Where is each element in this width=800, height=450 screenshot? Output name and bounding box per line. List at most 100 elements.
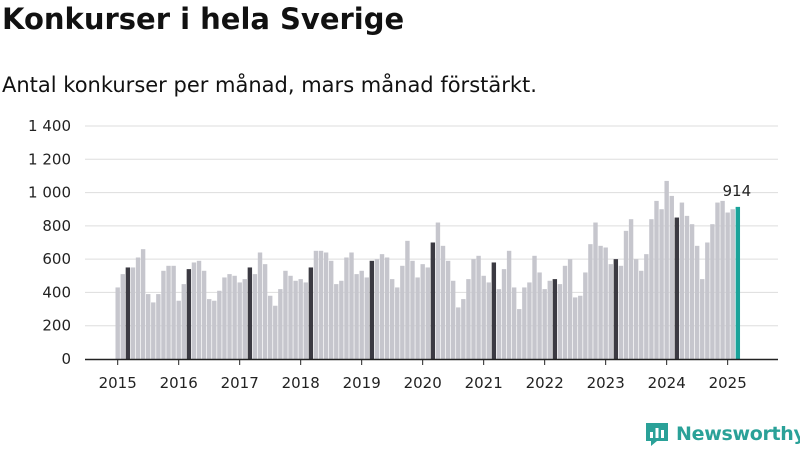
x-axis-tick-labels: 2015 2016 2017 2018 2019 2020 2021 2022 2023 2024… bbox=[99, 374, 747, 392]
bar bbox=[237, 282, 242, 359]
bar bbox=[440, 245, 446, 359]
bar bbox=[618, 265, 624, 359]
bar bbox=[639, 270, 644, 359]
bar bbox=[318, 250, 324, 359]
bar bbox=[430, 242, 436, 359]
y-tick-label: 1 200 bbox=[28, 150, 71, 168]
bar bbox=[471, 259, 476, 359]
bar bbox=[135, 257, 141, 359]
x-tick-label: 2015 bbox=[99, 374, 137, 392]
bar bbox=[456, 307, 461, 359]
bar bbox=[542, 289, 547, 359]
bar bbox=[710, 224, 715, 359]
last-value-label: 914 bbox=[723, 182, 752, 200]
bar bbox=[628, 219, 634, 359]
bar bbox=[679, 202, 685, 359]
bar bbox=[364, 277, 369, 359]
bar bbox=[476, 255, 481, 359]
bar bbox=[557, 284, 563, 359]
bar bbox=[649, 219, 654, 359]
bar bbox=[267, 295, 273, 359]
bar bbox=[196, 260, 202, 359]
y-tick-label: 200 bbox=[42, 317, 71, 335]
bars bbox=[115, 180, 741, 359]
x-tick-label: 2024 bbox=[648, 374, 686, 392]
bar bbox=[527, 282, 532, 359]
bar bbox=[176, 300, 181, 359]
bar bbox=[623, 230, 629, 359]
bar bbox=[242, 279, 247, 359]
bar bbox=[674, 217, 680, 359]
bar bbox=[339, 280, 344, 359]
bar bbox=[125, 267, 131, 359]
bar bbox=[151, 302, 156, 359]
bar bbox=[664, 180, 669, 359]
x-tick-label: 2025 bbox=[709, 374, 747, 392]
bar bbox=[720, 200, 725, 359]
bar bbox=[522, 287, 527, 359]
bar bbox=[598, 245, 603, 359]
bar bbox=[323, 252, 329, 359]
bar bbox=[410, 260, 415, 359]
bar bbox=[608, 264, 613, 359]
bar bbox=[262, 264, 268, 359]
y-tick-label: 1 000 bbox=[28, 184, 71, 202]
bar bbox=[384, 257, 390, 359]
bar bbox=[389, 279, 395, 359]
bar bbox=[689, 224, 695, 359]
bar bbox=[201, 270, 207, 359]
bar bbox=[232, 275, 237, 359]
bar bbox=[588, 244, 593, 359]
bar bbox=[537, 272, 542, 359]
bar bbox=[700, 279, 705, 359]
bar bbox=[278, 289, 283, 359]
x-tick-label: 2019 bbox=[343, 374, 381, 392]
bar bbox=[359, 270, 364, 359]
bar bbox=[506, 250, 512, 359]
bar bbox=[552, 279, 558, 359]
bar bbox=[171, 265, 176, 359]
bar bbox=[654, 200, 659, 359]
x-tick-label: 2022 bbox=[526, 374, 564, 392]
bar bbox=[344, 257, 349, 359]
bar bbox=[369, 260, 375, 359]
bar bbox=[273, 305, 278, 359]
bar bbox=[247, 267, 253, 359]
bar bbox=[181, 284, 186, 359]
bar bbox=[283, 270, 288, 359]
y-tick-label: 1 400 bbox=[28, 117, 71, 135]
bar bbox=[308, 267, 314, 359]
bar bbox=[400, 265, 405, 359]
bar bbox=[222, 277, 227, 359]
bar bbox=[425, 267, 430, 359]
bar bbox=[572, 297, 578, 359]
bar bbox=[379, 254, 385, 359]
bar bbox=[603, 247, 608, 359]
bar bbox=[481, 275, 486, 359]
y-axis-tick-labels: 0 200 400 600 800 1 000 1 200 1 400 bbox=[28, 117, 71, 368]
bar bbox=[461, 299, 466, 359]
chart-subtitle: Antal konkurser per månad, mars månad fö… bbox=[2, 73, 537, 97]
bar bbox=[684, 215, 690, 359]
chart-title: Konkurser i hela Sverige bbox=[2, 2, 405, 36]
bar bbox=[186, 269, 192, 359]
bar bbox=[313, 250, 319, 359]
bar bbox=[450, 280, 456, 359]
y-tick-label: 0 bbox=[61, 350, 71, 368]
bar bbox=[466, 279, 471, 359]
bar bbox=[511, 287, 517, 359]
bar bbox=[567, 259, 573, 359]
bar bbox=[730, 209, 735, 359]
bar bbox=[517, 309, 522, 359]
bar bbox=[532, 255, 537, 359]
bar bbox=[227, 274, 232, 359]
bar bbox=[420, 264, 425, 359]
bar bbox=[445, 260, 451, 359]
brand-logo: Newsworthy bbox=[644, 420, 800, 448]
y-tick-label: 400 bbox=[42, 283, 71, 301]
bar bbox=[130, 267, 136, 359]
bar bbox=[491, 262, 497, 359]
bar bbox=[583, 272, 588, 359]
bar bbox=[354, 274, 359, 359]
